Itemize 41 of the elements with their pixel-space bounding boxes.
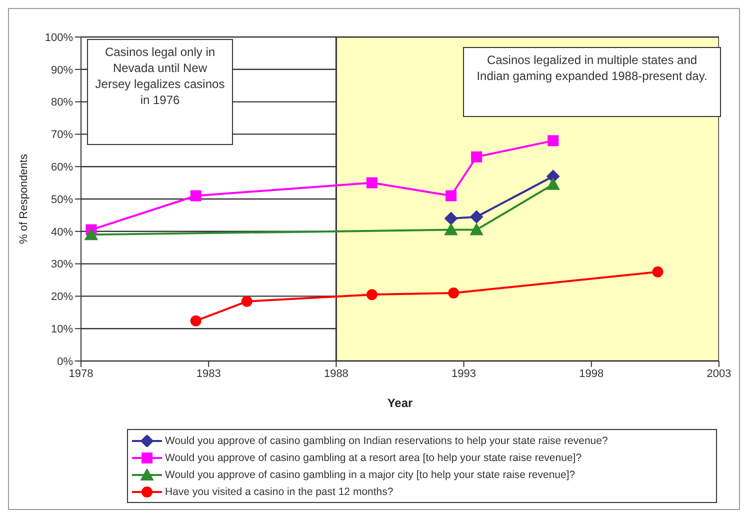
point — [444, 223, 458, 236]
legend-label: Would you approve of casino gambling on Indian reservations to help your state raise revenue? — [165, 434, 608, 446]
y-axis-title: % of Respondents — [18, 154, 30, 244]
point — [366, 177, 378, 188]
point — [448, 287, 460, 298]
x-tick-label: 1983 — [196, 368, 221, 380]
point — [446, 190, 457, 202]
point — [84, 228, 98, 240]
legend-label: Would you approve of casino gambling at a resort area [to help your state raise revenue]? — [165, 452, 582, 464]
legend-label: Would you approve of casino gambling in a major city [to help your state raise revenue]? — [165, 468, 576, 480]
point — [548, 135, 559, 146]
y-tick-label: 70% — [50, 129, 74, 142]
y-tick-label: 40% — [50, 226, 74, 238]
point — [190, 190, 202, 202]
y-tick-label: 90% — [50, 64, 74, 76]
note-box: Casinos legal only in Nevada until New Jersey legalizes casinos in 1976 — [87, 39, 233, 145]
y-tick-label: 80% — [50, 96, 74, 109]
x-axis-title: Year — [387, 396, 414, 410]
x-tick-label: 1988 — [324, 368, 348, 380]
point — [471, 151, 482, 162]
x-tick-label: 1998 — [579, 368, 604, 380]
x-tick-label: 1993 — [452, 368, 476, 380]
point — [444, 212, 458, 225]
point — [470, 210, 484, 224]
y-tick-label: 30% — [50, 258, 74, 271]
y-tick-label: 10% — [50, 324, 74, 336]
point — [652, 266, 664, 278]
legend-label: Have you visited a casino in the past 12 months? — [165, 486, 394, 498]
x-tick-label: 1978 — [68, 368, 94, 380]
point — [190, 315, 202, 326]
point — [546, 178, 560, 190]
point — [470, 223, 484, 236]
y-tick-label: 60% — [50, 162, 74, 174]
y-tick-label: 100% — [44, 32, 74, 44]
y-tick-label: 0% — [57, 356, 74, 368]
note-box: Casinos legalized in multiple states and Indian gaming expanded 1988-present day. — [463, 47, 721, 117]
point — [241, 296, 252, 307]
point — [366, 289, 378, 300]
y-tick-label: 20% — [50, 291, 74, 304]
y-tick-label: 50% — [50, 194, 74, 206]
x-tick-label: 2003 — [706, 368, 732, 380]
